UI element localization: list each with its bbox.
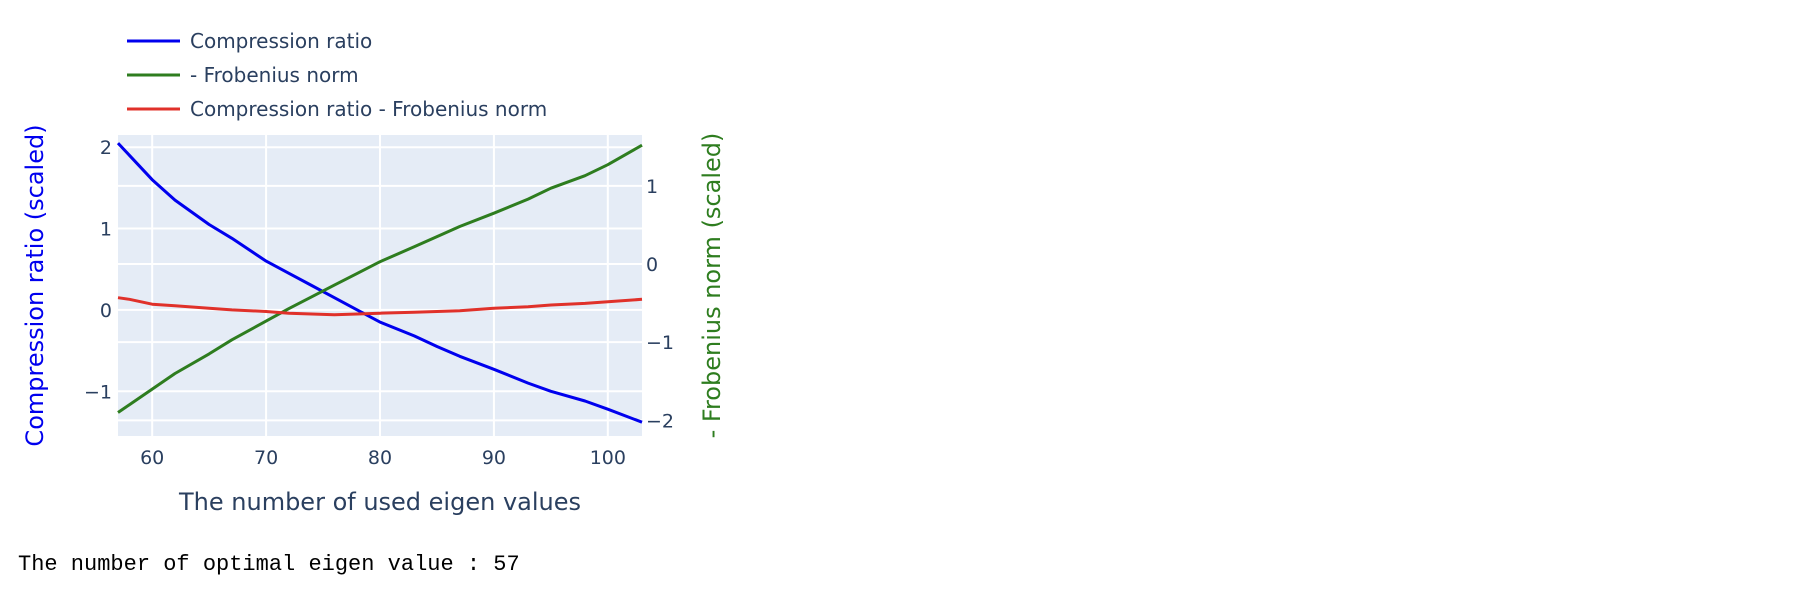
series-line	[116, 142, 643, 424]
x-tick-label: 100	[590, 447, 626, 469]
grid	[118, 135, 642, 436]
legend-item[interactable]: - Frobenius norm	[127, 63, 359, 87]
y2-tick-label: 0	[646, 254, 658, 276]
legend-item[interactable]: Compression ratio	[127, 29, 372, 53]
y2-tick-label: −1	[646, 332, 674, 354]
y-tick-label: −1	[84, 381, 112, 403]
output-text: The number of optimal eigen value : 57	[18, 552, 520, 577]
legend-label: - Frobenius norm	[190, 63, 359, 87]
legend-label: Compression ratio	[190, 29, 372, 53]
y-tick-label: 1	[100, 219, 112, 241]
x-tick-label: 60	[140, 447, 164, 469]
legend-label: Compression ratio - Frobenius norm	[190, 97, 547, 121]
y-axis-title: Compression ratio (scaled)	[21, 124, 49, 446]
y-tick-label: 0	[100, 300, 112, 322]
series-line	[117, 143, 643, 414]
y2-tick-label: −2	[646, 410, 674, 432]
series-layer	[116, 142, 643, 424]
x-tick-label: 90	[482, 447, 506, 469]
series-line	[117, 296, 643, 317]
tick-labels: 60 70 80 90 100 −1 0 1 2 −2 −1 0 1	[84, 137, 674, 469]
x-tick-label: 80	[368, 447, 392, 469]
legend[interactable]: Compression ratio - Frobenius norm Compres…	[127, 29, 547, 121]
y2-axis-title: - Frobenius norm (scaled)	[698, 133, 726, 439]
y2-tick-label: 1	[646, 176, 658, 198]
y-tick-label: 2	[100, 137, 112, 159]
x-axis-title: The number of used eigen values	[178, 488, 581, 516]
legend-item[interactable]: Compression ratio - Frobenius norm	[127, 97, 547, 121]
x-tick-label: 70	[254, 447, 278, 469]
